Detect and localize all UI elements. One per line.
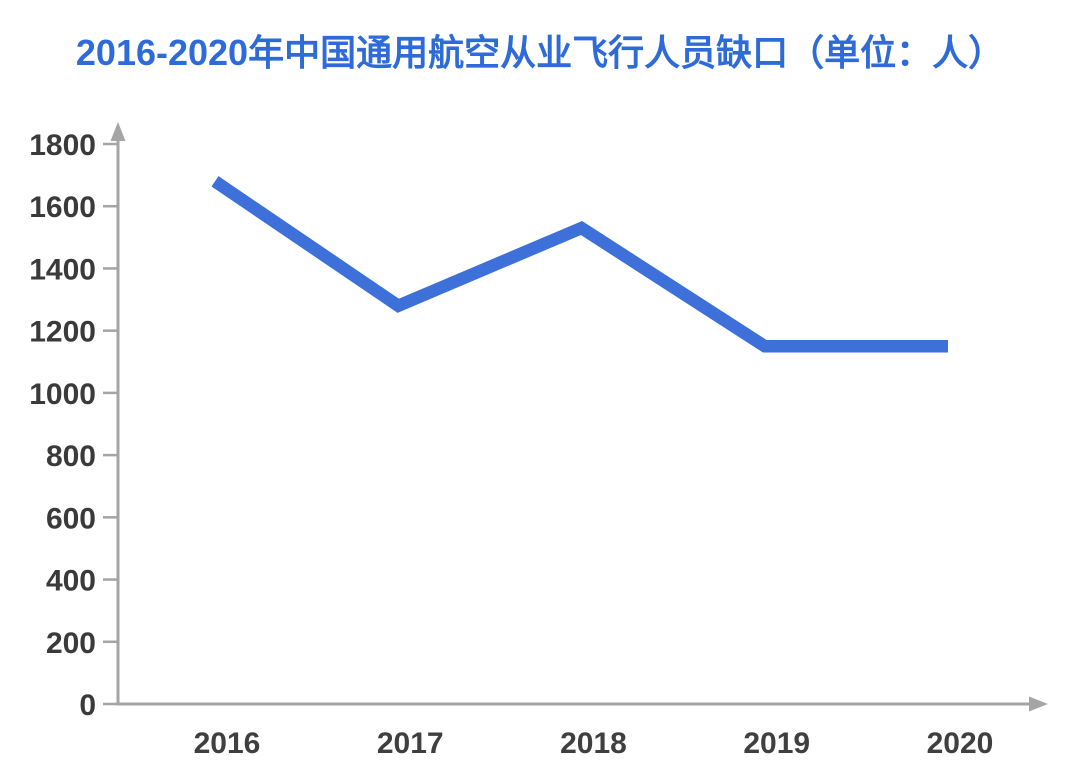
x-axis-arrow-icon — [1029, 696, 1048, 712]
y-tick-label: 1600 — [29, 191, 96, 224]
y-tick-label: 1400 — [29, 253, 96, 286]
x-tick-label: 2016 — [194, 727, 261, 760]
y-tick-label: 0 — [79, 689, 96, 722]
x-tick-label: 2019 — [743, 727, 810, 760]
y-tick-label: 800 — [46, 440, 96, 473]
x-tick-label: 2017 — [377, 727, 444, 760]
y-tick-label: 200 — [46, 627, 96, 660]
y-tick-label: 600 — [46, 502, 96, 535]
data-line — [211, 176, 948, 353]
y-axis-arrow-icon — [110, 122, 126, 141]
y-tick-label: 1800 — [29, 129, 96, 162]
chart-title: 2016-2020年中国通用航空从业飞行人员缺口（单位：人） — [75, 32, 1005, 73]
x-tick-label: 2018 — [560, 727, 627, 760]
y-tick-label: 400 — [46, 565, 96, 598]
y-tick-label: 1200 — [29, 316, 96, 349]
y-tick-label: 1000 — [29, 378, 96, 411]
x-tick-label: 2020 — [927, 727, 994, 760]
